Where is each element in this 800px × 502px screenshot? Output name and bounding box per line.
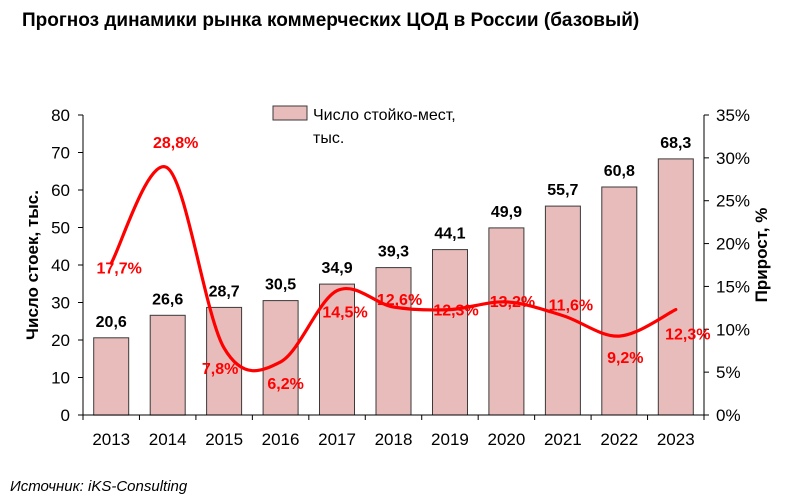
bar-value-label: 49,9 [491,204,522,221]
growth-value-label: 9,2% [607,350,643,367]
growth-value-label: 11,6% [549,298,593,315]
y2-axis-title: Прирост, % [752,208,771,303]
x-tick-label: 2016 [262,430,300,449]
x-tick-label: 2015 [205,430,243,449]
x-tick-label: 2019 [431,430,469,449]
y2-tick-label: 10% [716,320,750,339]
bar-value-label: 55,7 [547,182,578,199]
x-tick-label: 2020 [487,430,525,449]
growth-value-label: 14,5% [322,305,367,322]
y-tick-label: 80 [51,106,70,125]
growth-value-label: 7,8% [202,361,238,378]
bar [93,337,130,416]
bar-value-label: 39,3 [378,244,409,261]
x-tick-label: 2013 [92,430,130,449]
legend-label-line1: Число стойко-мест, [313,107,456,124]
x-tick-label: 2017 [318,430,356,449]
y-tick-label: 60 [51,181,70,200]
growth-line [109,165,678,373]
y-tick-label: 10 [51,369,70,388]
source-note: Источник: iKS-Consulting [10,478,188,495]
bar-value-label: 34,9 [321,260,352,277]
y-tick-label: 0 [61,406,70,425]
y-axis-title: Число стоек, тыс. [23,190,42,340]
bar [262,300,299,416]
y2-tick-label: 0% [716,406,741,425]
growth-value-label: 12,3% [433,303,478,320]
y2-tick-label: 35% [716,106,750,125]
bar-value-label: 20,6 [96,314,127,331]
growth-value-label: 12,6% [377,292,422,309]
growth-value-label: 28,8% [153,135,198,152]
growth-line-series [109,165,678,373]
y2-tick-label: 25% [716,192,750,211]
bar-value-label: 26,6 [152,291,183,308]
chart-title: Прогноз динамики рынка коммерческих ЦОД … [22,10,640,31]
growth-value-label: 17,7% [97,260,142,277]
y-tick-label: 50 [51,219,70,238]
legend-label-line2: тыс. [313,130,344,147]
growth-value-label: 12,3% [665,327,710,344]
y-tick-label: 40 [51,256,70,275]
legend-swatch [272,105,308,121]
bar-value-label: 44,1 [434,226,465,243]
legend: Число стойко-мест, тыс. [272,105,456,147]
bar [601,186,638,416]
x-tick-label: 2021 [544,430,582,449]
y2-tick-label: 30% [716,149,750,168]
bar-value-label: 30,5 [265,277,296,294]
y2-tick-label: 20% [716,235,750,254]
bar-value-label: 60,8 [604,163,635,180]
growth-value-label: 13,2% [490,294,535,311]
bar-value-label: 28,7 [209,283,240,300]
y2-tick-label: 5% [716,363,741,382]
y-tick-label: 20 [51,331,70,350]
bar [488,227,525,416]
data-labels: 20,6 26,6 28,7 30,5 34,9 39,3 44,1 49,9 55,7 60,8… [96,135,711,393]
x-tick-label: 2018 [375,430,413,449]
bar-value-label: 68,3 [660,135,691,152]
bar [432,249,468,416]
y2-tick-label: 15% [716,277,750,296]
x-tick-label: 2023 [657,430,695,449]
y-tick-label: 70 [51,144,70,163]
bar [375,267,412,416]
growth-value-label: 6,2% [267,376,303,393]
y-tick-label: 30 [51,294,70,313]
axes: 0 10 20 30 40 50 60 70 80 0% 5% 10% 15% 20% 25% 30% 35% 2… [23,106,771,449]
x-tick-label: 2014 [149,430,187,449]
bar-series [93,158,694,416]
x-tick-label: 2022 [600,430,638,449]
bar [657,158,694,416]
bar [149,314,186,416]
